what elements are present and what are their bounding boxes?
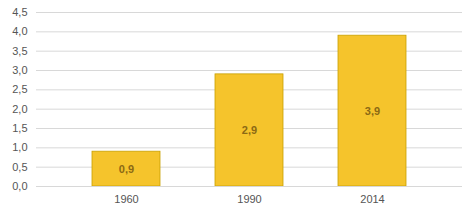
- svg-text:0,5: 0,5: [12, 161, 27, 173]
- svg-text:2,9: 2,9: [242, 124, 257, 136]
- svg-text:2,5: 2,5: [12, 83, 27, 95]
- svg-text:1,0: 1,0: [12, 141, 27, 153]
- svg-text:0,9: 0,9: [119, 163, 134, 175]
- svg-text:3,9: 3,9: [365, 105, 380, 117]
- svg-text:0,0: 0,0: [12, 180, 27, 192]
- svg-text:4,0: 4,0: [12, 25, 27, 37]
- svg-text:1960: 1960: [114, 193, 138, 205]
- svg-text:1,5: 1,5: [12, 122, 27, 134]
- svg-text:3,5: 3,5: [12, 45, 27, 57]
- svg-text:4,5: 4,5: [12, 6, 27, 18]
- svg-text:3,0: 3,0: [12, 64, 27, 76]
- svg-text:2014: 2014: [360, 193, 384, 205]
- svg-text:2,0: 2,0: [12, 103, 27, 115]
- svg-text:1990: 1990: [237, 193, 261, 205]
